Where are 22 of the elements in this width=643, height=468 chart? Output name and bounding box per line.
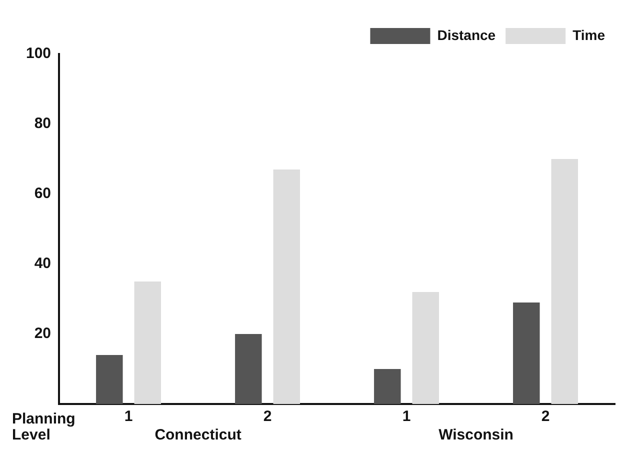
y-tick-label: 80 xyxy=(34,115,52,132)
x-tick-label: 2 xyxy=(263,408,272,426)
bar xyxy=(273,170,300,404)
legend-label: Time xyxy=(572,26,606,43)
text: Wisconsin xyxy=(438,426,514,444)
bar xyxy=(96,355,123,404)
text: Connecticut xyxy=(154,426,242,444)
y-tick-label: 60 xyxy=(34,185,52,202)
bar xyxy=(374,369,401,404)
x-axis-title: Planning Level xyxy=(12,410,76,444)
bar xyxy=(235,334,262,404)
bar xyxy=(513,302,540,404)
bar xyxy=(134,282,162,404)
y-tick-label: 40 xyxy=(34,255,52,272)
x-tick-label: 1 xyxy=(124,408,133,426)
y-tick-label: 20 xyxy=(34,325,52,342)
x-tick-label: 1 xyxy=(402,408,411,426)
y-tick-label: 100 xyxy=(26,45,52,62)
bar xyxy=(551,159,578,404)
legend-label: Distance xyxy=(437,26,496,43)
bar xyxy=(412,292,439,404)
x-tick-label: 2 xyxy=(541,408,550,426)
